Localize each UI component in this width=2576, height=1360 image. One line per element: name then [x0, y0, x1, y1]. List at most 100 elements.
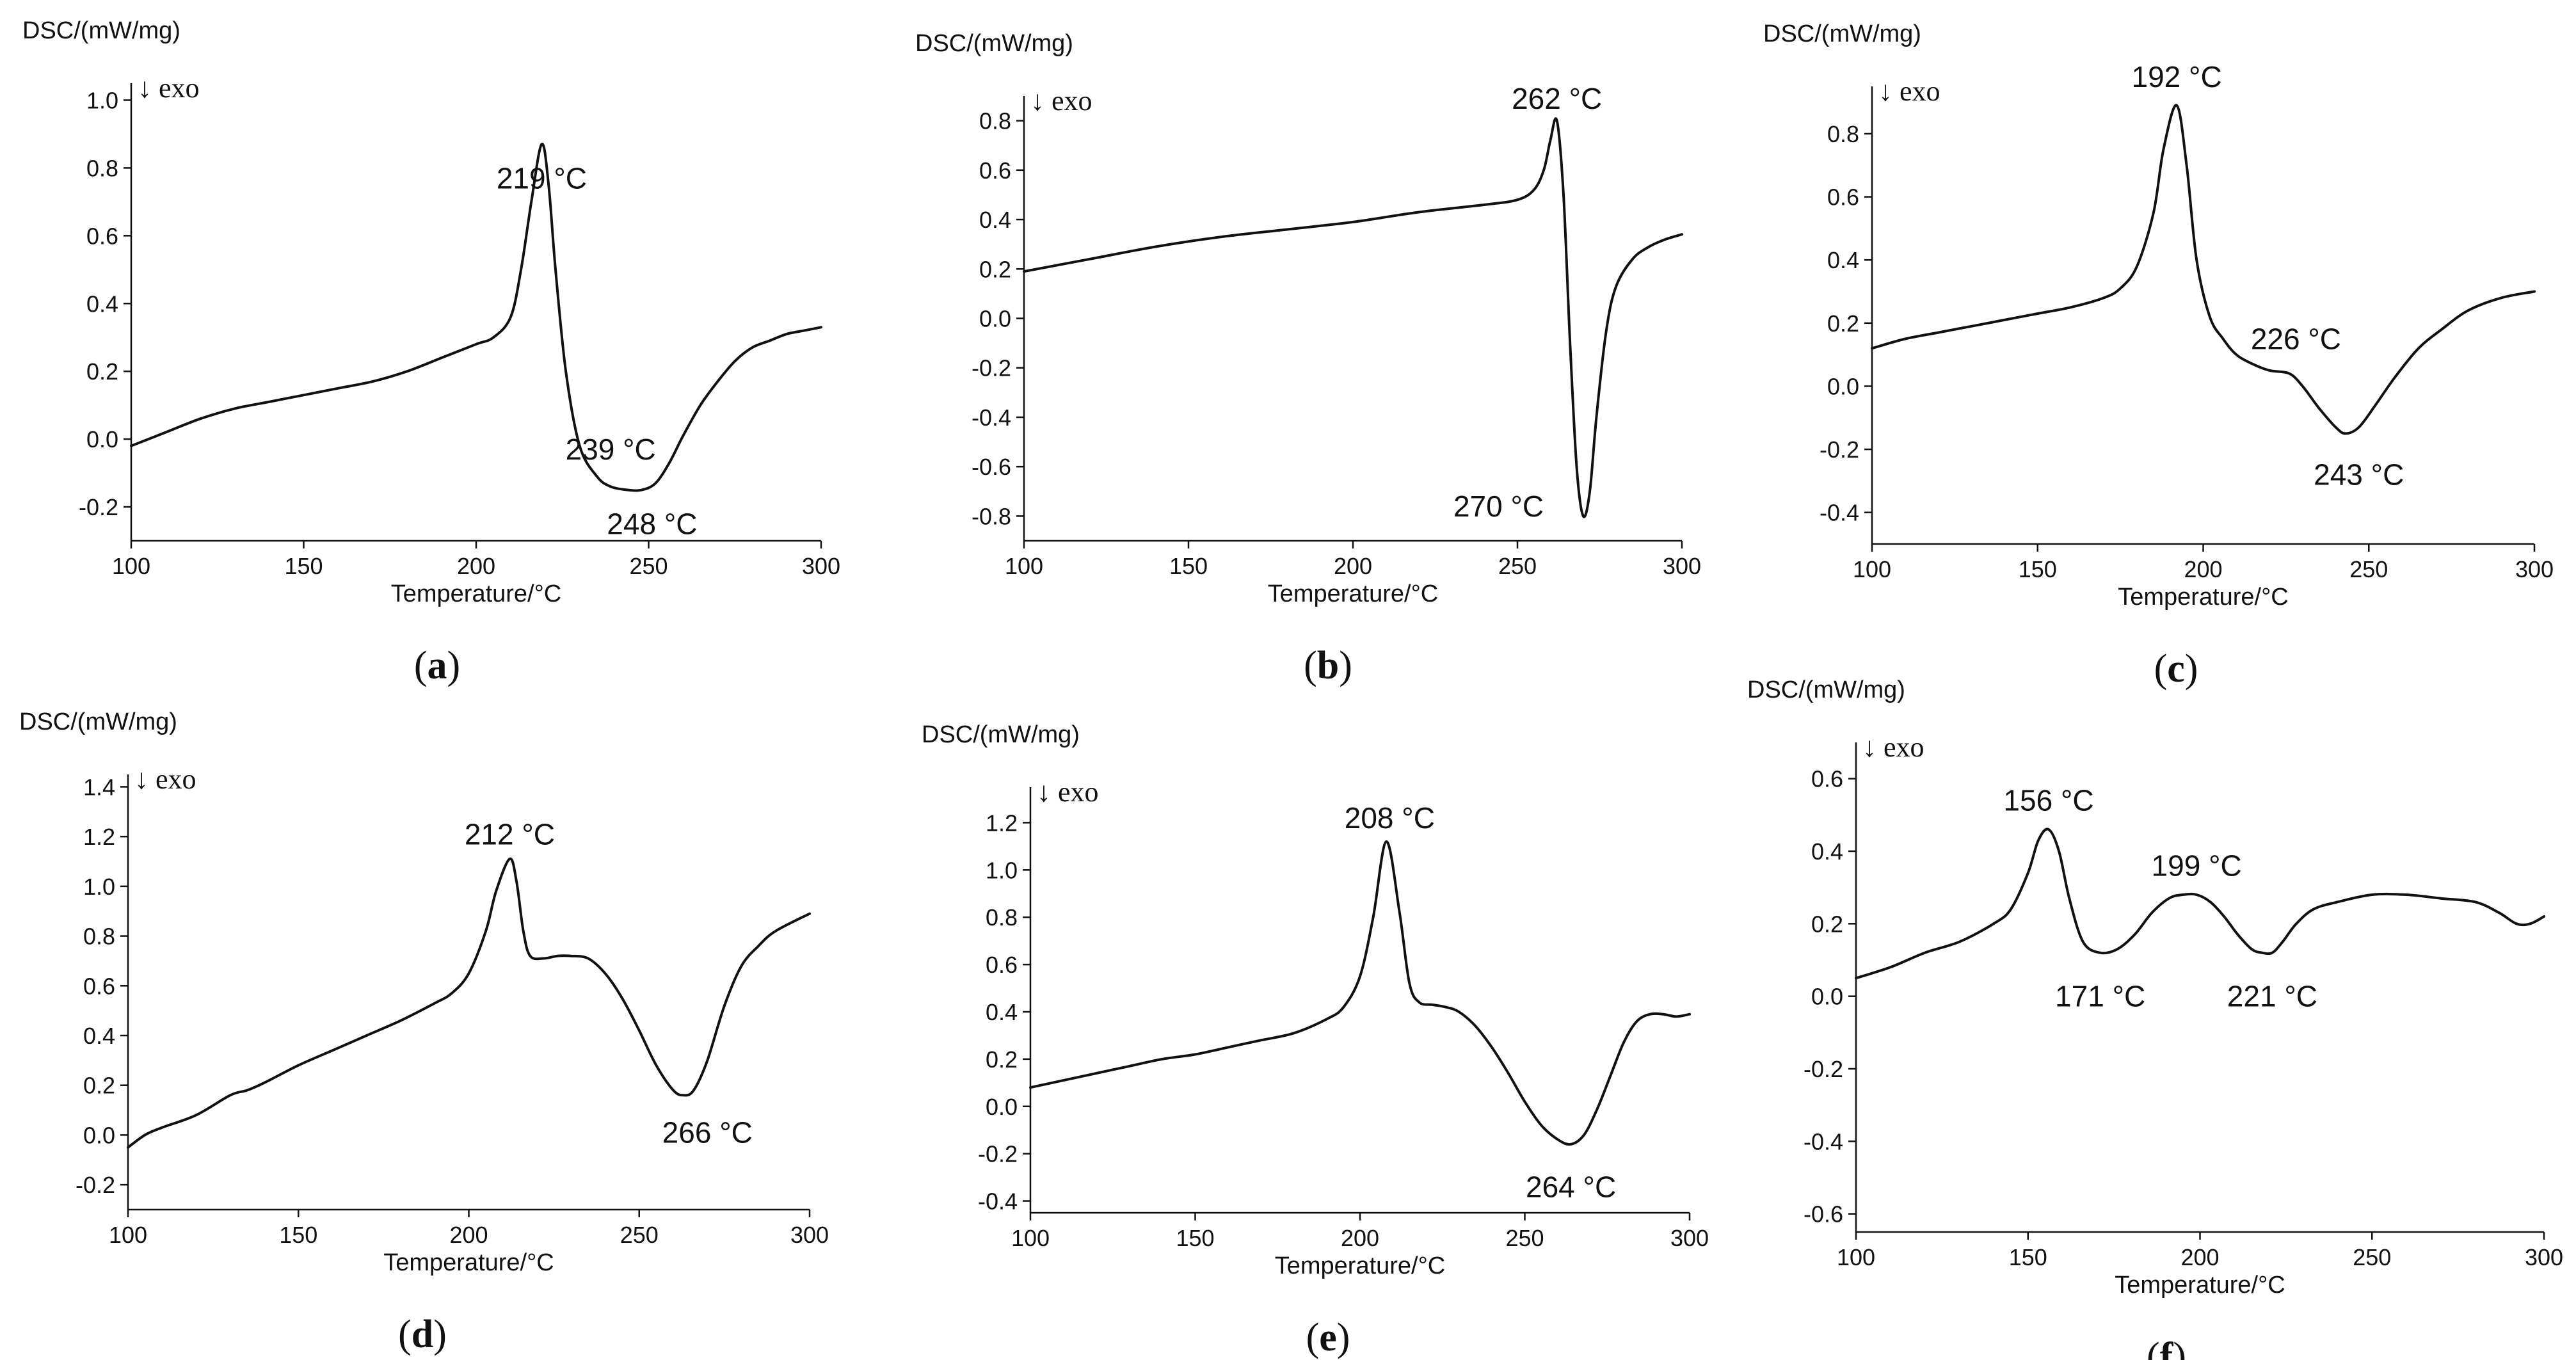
y-tick-label: 0.6	[1811, 766, 1843, 792]
panel-label: (e)	[1306, 1316, 1350, 1359]
panel-c: DSC/(mW/mg) ↓ exo -0.4 -0.2 0.0 0.2 0.4 0.6 0.8 1…	[1763, 20, 2554, 691]
y-tick-label: 0.4	[1827, 247, 1859, 273]
y-tick-label: 0.8	[86, 155, 118, 181]
y-tick-label: 1.2	[986, 810, 1018, 836]
x-tick-label: 300	[1670, 1225, 1709, 1251]
peak-annotation: 270 °C	[1453, 490, 1544, 523]
y-tick-label: 0.8	[83, 924, 115, 950]
x-tick-label: 200	[2180, 1244, 2219, 1270]
panel-label-letter: a	[428, 644, 447, 687]
y-tick-label: -0.2	[1820, 436, 1859, 463]
y-tick-label: 0.2	[86, 358, 118, 385]
x-axis-label: Temperature/°C	[2115, 1272, 2285, 1299]
x-tick-label: 300	[2515, 556, 2554, 582]
x-tick-label: 100	[109, 1222, 147, 1248]
x-tick-label: 200	[457, 553, 495, 579]
peak-annotation: 226 °C	[2251, 322, 2341, 355]
panel-label: (a)	[414, 644, 460, 687]
y-tick-label: 0.0	[979, 306, 1011, 332]
panel-e: DSC/(mW/mg) ↓ exo -0.4 -0.2 0.0 0.2 0.4 0.6 0.8 1…	[922, 721, 1709, 1359]
y-tick-label: -0.6	[972, 454, 1011, 480]
x-tick-label: 300	[1663, 553, 1701, 579]
y-axis-label: DSC/(mW/mg)	[19, 708, 177, 735]
y-tick-label: 0.4	[986, 999, 1018, 1025]
panel-label-open: (	[2154, 647, 2168, 691]
y-tick-label: 0.8	[1827, 121, 1859, 147]
x-tick-label: 250	[1498, 553, 1537, 579]
exo-direction-label: ↓ exo	[134, 764, 196, 795]
panel-label-letter: e	[1319, 1316, 1337, 1359]
panel-label-close: )	[433, 1313, 447, 1356]
exo-direction-label: ↓ exo	[1037, 776, 1099, 808]
x-tick-label: 150	[284, 553, 323, 579]
dsc-curve	[130, 143, 822, 492]
y-tick-label: 0.4	[979, 207, 1011, 233]
peak-annotation: 262 °C	[1512, 82, 1602, 115]
panel-label-close: )	[447, 644, 461, 687]
exo-direction-label: ↓ exo	[1862, 732, 1924, 763]
x-tick-label: 300	[802, 553, 840, 579]
y-axis-label: DSC/(mW/mg)	[915, 30, 1073, 57]
x-tick-label: 250	[620, 1222, 659, 1248]
y-tick-label: 0.2	[1811, 911, 1843, 937]
panel-label-close: )	[1339, 644, 1352, 687]
y-tick-label: 1.0	[986, 857, 1018, 883]
y-tick-label: 0.6	[1827, 184, 1859, 211]
peak-annotation: 248 °C	[607, 508, 697, 541]
panel-d: DSC/(mW/mg) ↓ exo -0.2 0.0 0.2 0.4 0.6 0.8 1.0 1.…	[19, 708, 829, 1356]
x-axis-label: Temperature/°C	[391, 580, 562, 607]
panel-label: (c)	[2154, 647, 2198, 691]
panel-label: (f)	[2147, 1335, 2186, 1360]
x-tick-label: 200	[449, 1222, 488, 1248]
dsc-curve	[127, 858, 811, 1149]
exo-direction-label: ↓ exo	[1878, 76, 1940, 107]
x-tick-label: 250	[1505, 1225, 1544, 1251]
y-tick-label: 0.6	[979, 157, 1011, 184]
x-tick-label: 300	[2525, 1244, 2563, 1270]
y-tick-label: 0.4	[86, 291, 118, 317]
panel-a: DSC/(mW/mg) ↓ exo -0.2 0.0 0.2 0.4 0.6 0.8 1.0 10…	[22, 17, 840, 687]
y-tick-label: 0.6	[83, 973, 115, 999]
y-tick-label: 0.4	[1811, 838, 1843, 865]
y-tick-label: -0.2	[76, 1172, 115, 1198]
panel-label-close: )	[1337, 1316, 1350, 1359]
peak-annotation: 264 °C	[1526, 1170, 1616, 1203]
y-tick-label: -0.4	[1804, 1128, 1843, 1155]
y-axis-label: DSC/(mW/mg)	[922, 721, 1080, 748]
y-tick-label: 0.6	[986, 952, 1018, 978]
panel-label-letter: d	[412, 1313, 433, 1356]
peak-annotation: 171 °C	[2055, 980, 2145, 1013]
y-tick-label: 0.0	[86, 426, 118, 452]
dsc-curve	[1871, 104, 2536, 435]
x-axis-label: Temperature/°C	[1268, 580, 1439, 607]
panel-label-open: (	[414, 644, 428, 687]
y-axis-label: DSC/(mW/mg)	[1747, 676, 1905, 703]
y-tick-label: -0.2	[978, 1141, 1018, 1167]
x-tick-label: 200	[2184, 556, 2222, 582]
x-tick-label: 250	[629, 553, 668, 579]
y-tick-label: -0.2	[1804, 1056, 1843, 1082]
dsc-curve	[1855, 828, 2545, 980]
y-tick-label: 0.8	[986, 904, 1018, 931]
peak-annotation: 239 °C	[566, 433, 656, 466]
y-tick-label: 0.6	[86, 223, 118, 249]
y-tick-label: -0.2	[972, 355, 1011, 381]
x-tick-label: 150	[1176, 1225, 1214, 1251]
panel-label: (d)	[398, 1313, 447, 1356]
exo-direction-label: ↓ exo	[138, 72, 200, 104]
panel-label-open: (	[1304, 644, 1317, 687]
exo-direction-label: ↓ exo	[1030, 85, 1092, 116]
y-tick-label: -0.8	[972, 503, 1011, 529]
y-tick-label: 1.0	[86, 87, 118, 113]
y-tick-label: 0.4	[83, 1023, 115, 1049]
x-tick-label: 150	[1169, 553, 1208, 579]
y-tick-label: 0.0	[1811, 984, 1843, 1010]
panel-label-open: (	[2147, 1335, 2160, 1360]
panel-label-close: )	[2173, 1335, 2186, 1360]
y-tick-label: 0.2	[979, 256, 1011, 282]
y-tick-label: -0.6	[1804, 1201, 1843, 1228]
x-tick-label: 100	[1011, 1225, 1050, 1251]
peak-annotation: 156 °C	[2003, 784, 2093, 817]
x-tick-label: 100	[112, 553, 150, 579]
